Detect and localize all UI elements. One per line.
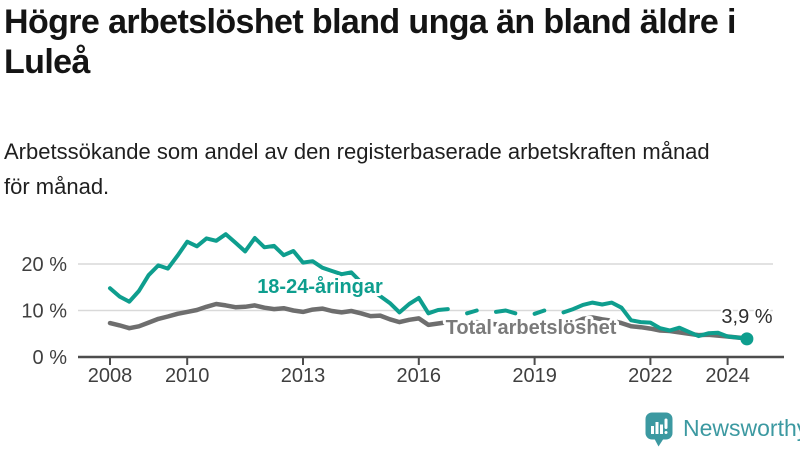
x-tick-label: 2016	[397, 365, 442, 387]
end-point-marker	[740, 332, 754, 346]
youth-unemployment-line	[108, 232, 749, 341]
chart-subtitle-line2: för månad.	[4, 174, 110, 199]
x-axis-ticks	[109, 357, 729, 365]
x-tick-label: 2022	[628, 365, 673, 387]
chart-subtitle-line1: Arbetssökande som andel av den registerb…	[4, 139, 710, 164]
newsworthy-logo: Newsworthy	[645, 412, 800, 447]
newsworthy-logo-text: Newsworthy	[683, 415, 800, 441]
y-tick-label: 0 %	[33, 347, 68, 369]
chart-subtitle: Arbetssökande som andel av den registerb…	[4, 134, 800, 204]
total-series-label: Total arbetslöshet	[446, 317, 617, 339]
x-axis-labels: 2008 2010 2013 2016 2019 2022 2024	[88, 365, 750, 387]
youth-series-label: 18-24-åringar	[257, 275, 383, 298]
total-unemployment-line	[107, 301, 750, 341]
bar-chart-speech-bubble-icon	[645, 412, 673, 447]
y-axis-labels: 0 % 10 % 20 %	[21, 254, 67, 369]
chart-title-line2: Luleå	[4, 43, 90, 81]
x-tick-label: 2010	[165, 365, 210, 387]
chart-title-line1: Högre arbetslöshet bland unga än bland ä…	[4, 3, 736, 41]
x-tick-label: 2024	[705, 365, 750, 387]
end-value-label: 3,9 %	[721, 306, 772, 328]
chart-title: Högre arbetslöshet bland unga än bland ä…	[4, 2, 800, 82]
x-tick-label: 2008	[88, 365, 133, 387]
x-tick-label: 2019	[512, 365, 557, 387]
x-tick-label: 2013	[281, 365, 326, 387]
y-tick-label: 20 %	[21, 254, 67, 276]
y-tick-label: 10 %	[21, 301, 67, 323]
gridlines	[78, 263, 773, 312]
